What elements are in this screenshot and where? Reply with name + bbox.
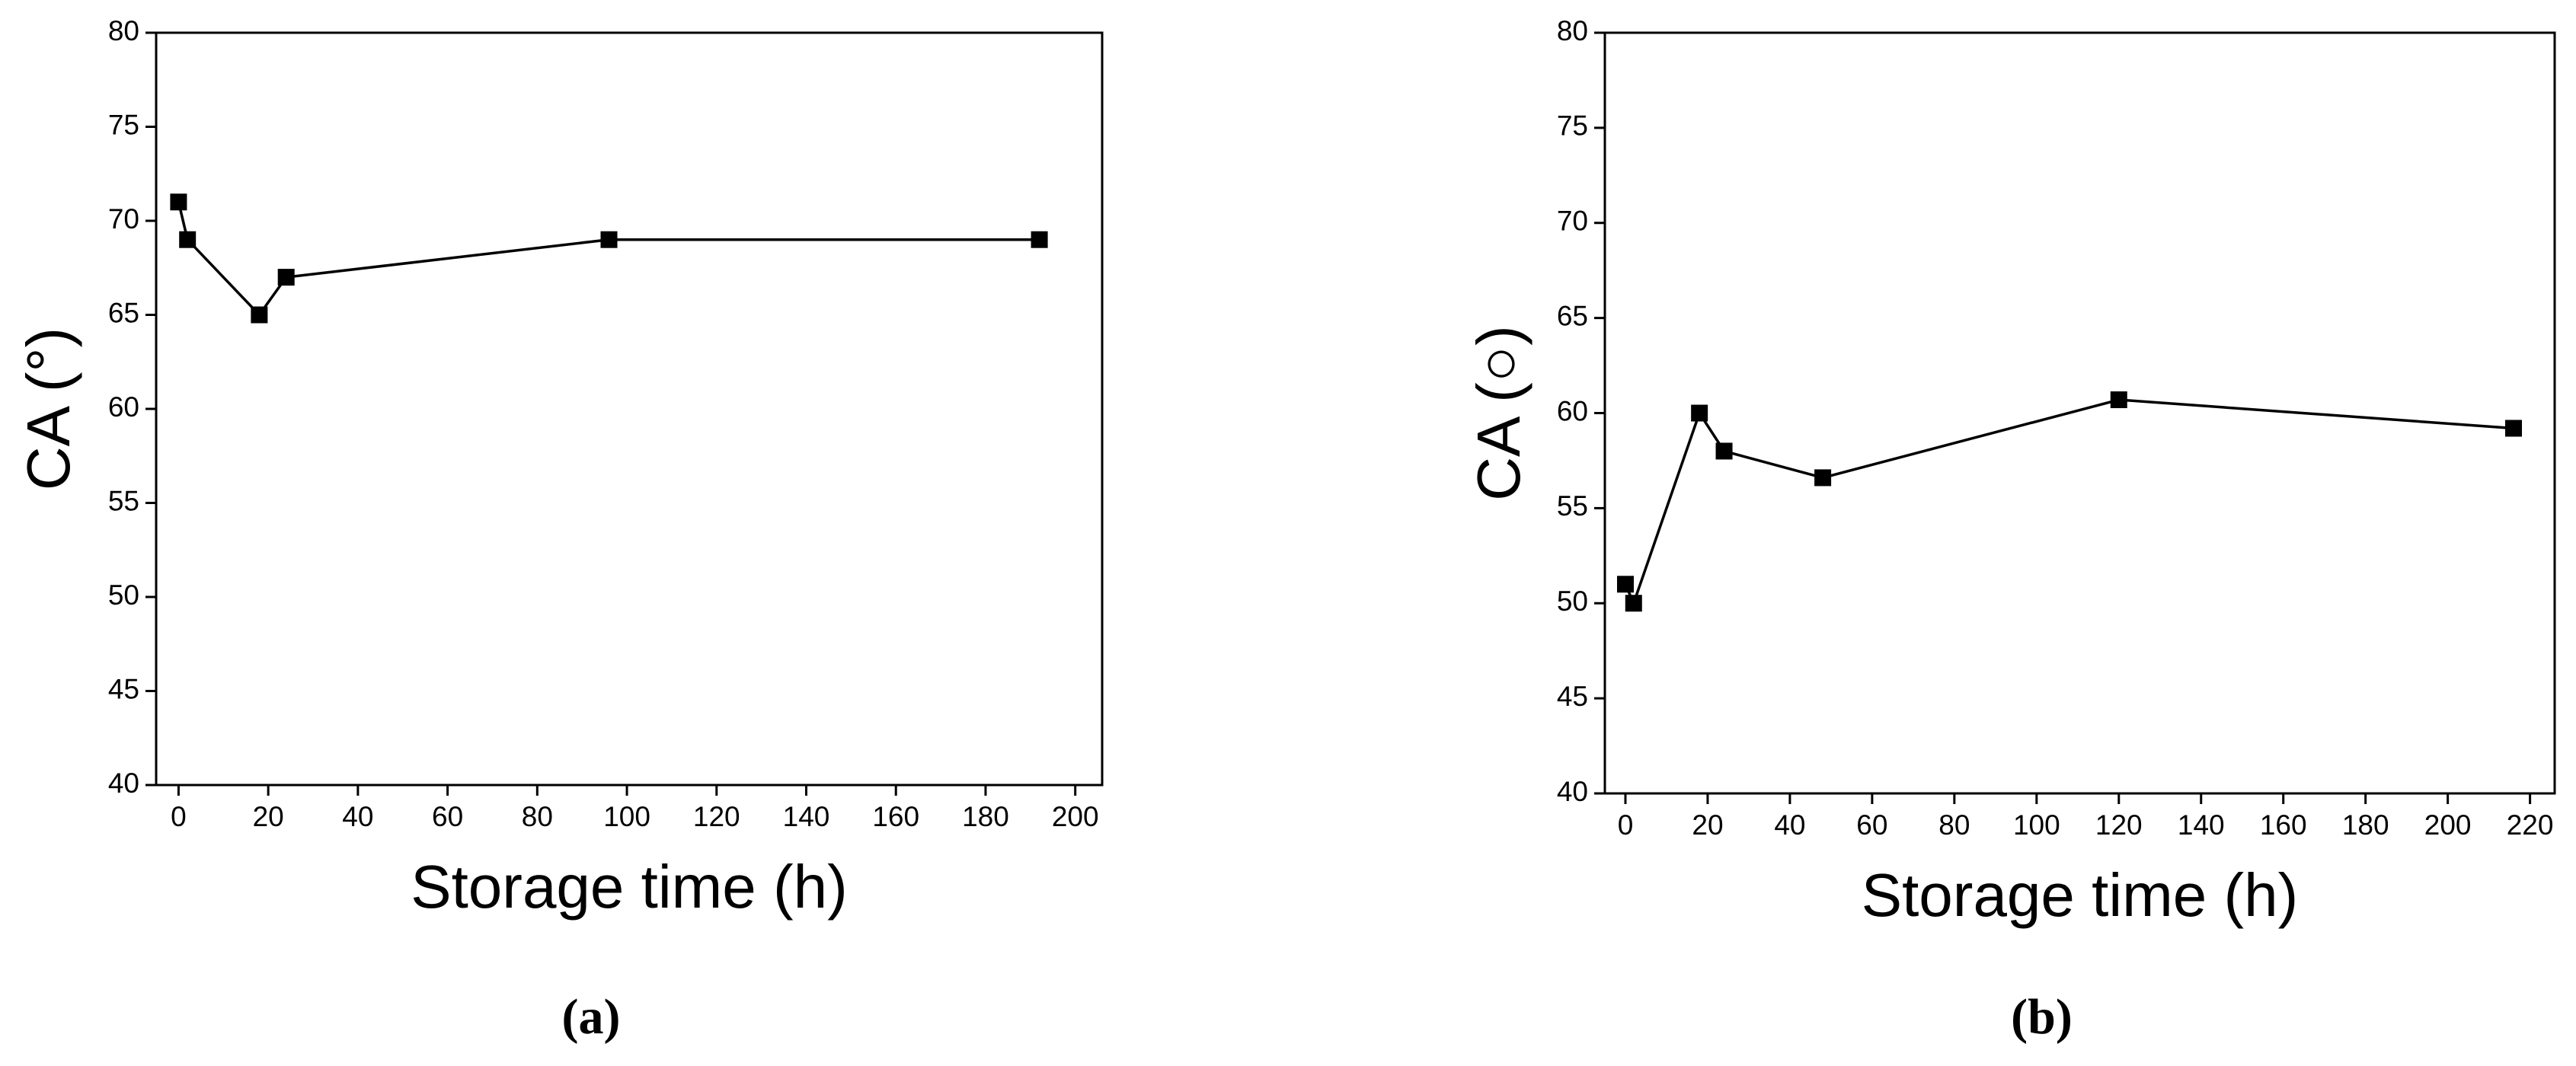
plot-frame — [1603, 31, 2556, 795]
data-point — [2505, 420, 2523, 437]
x-axis-title: Storage time (h) — [411, 853, 848, 921]
y-tick-label: 65 — [108, 297, 139, 328]
x-tick-label: 180 — [962, 801, 1009, 832]
y-tick-label: 40 — [108, 768, 139, 799]
x-tick-label: 60 — [1856, 809, 1887, 841]
x-tick-label: 180 — [2342, 809, 2389, 841]
y-tick-label: 50 — [108, 579, 139, 611]
y-tick-label: 70 — [108, 203, 139, 235]
y-tick-label: 50 — [1557, 586, 1588, 617]
data-point — [600, 231, 618, 248]
x-tick-label: 120 — [2095, 809, 2143, 841]
x-tick-label: 220 — [2507, 809, 2554, 841]
x-axis-title: Storage time (h) — [1862, 861, 2299, 929]
y-tick-label: 40 — [1557, 776, 1588, 807]
caption: (b) — [2011, 989, 2073, 1045]
y-axis-title: CA (○) — [1465, 325, 1532, 501]
data-point — [1616, 576, 1634, 593]
y-tick-label: 55 — [108, 485, 139, 516]
x-tick-label: 160 — [2260, 809, 2307, 841]
x-tick-label: 20 — [1692, 809, 1723, 841]
data-point — [179, 231, 197, 248]
data-point — [1691, 404, 1708, 422]
x-tick-label: 140 — [2178, 809, 2225, 841]
x-tick-label: 200 — [2424, 809, 2472, 841]
y-tick-label: 75 — [1557, 110, 1588, 142]
data-point — [277, 269, 295, 286]
y-tick-label: 80 — [1557, 15, 1588, 46]
data-point — [1625, 595, 1642, 612]
data-point — [1715, 442, 1733, 460]
x-tick-label: 40 — [1774, 809, 1805, 841]
y-tick-label: 80 — [108, 15, 139, 46]
data-line — [177, 201, 1040, 318]
x-tick-label: 80 — [1938, 809, 1970, 841]
data-line — [1624, 398, 2514, 608]
y-tick-label: 55 — [1557, 490, 1588, 522]
x-tick-label: 140 — [783, 801, 830, 832]
y-tick-label: 75 — [108, 109, 139, 140]
data-point — [1814, 469, 1832, 487]
x-tick-label: 120 — [693, 801, 740, 832]
y-tick-label: 45 — [108, 673, 139, 704]
data-point — [2110, 391, 2127, 409]
x-tick-label: 20 — [253, 801, 284, 832]
y-tick-label: 45 — [1557, 681, 1588, 712]
y-axis-title: CA (°) — [14, 327, 82, 490]
y-tick-label: 65 — [1557, 300, 1588, 331]
x-tick-label: 100 — [603, 801, 650, 832]
x-tick-label: 200 — [1052, 801, 1099, 832]
y-tick-label: 60 — [108, 391, 139, 423]
x-tick-label: 160 — [872, 801, 919, 832]
x-tick-label: 80 — [522, 801, 553, 832]
plot-frame — [155, 31, 1104, 787]
x-tick-label: 0 — [171, 801, 187, 832]
x-tick-label: 60 — [432, 801, 463, 832]
caption: (a) — [562, 989, 621, 1045]
data-point — [251, 306, 268, 324]
y-tick-label: 70 — [1557, 206, 1588, 237]
x-tick-label: 40 — [342, 801, 373, 832]
data-point — [170, 193, 187, 211]
data-point — [1031, 231, 1048, 248]
x-tick-label: 0 — [1618, 809, 1634, 841]
x-tick-label: 100 — [2013, 809, 2060, 841]
y-tick-label: 60 — [1557, 395, 1588, 426]
